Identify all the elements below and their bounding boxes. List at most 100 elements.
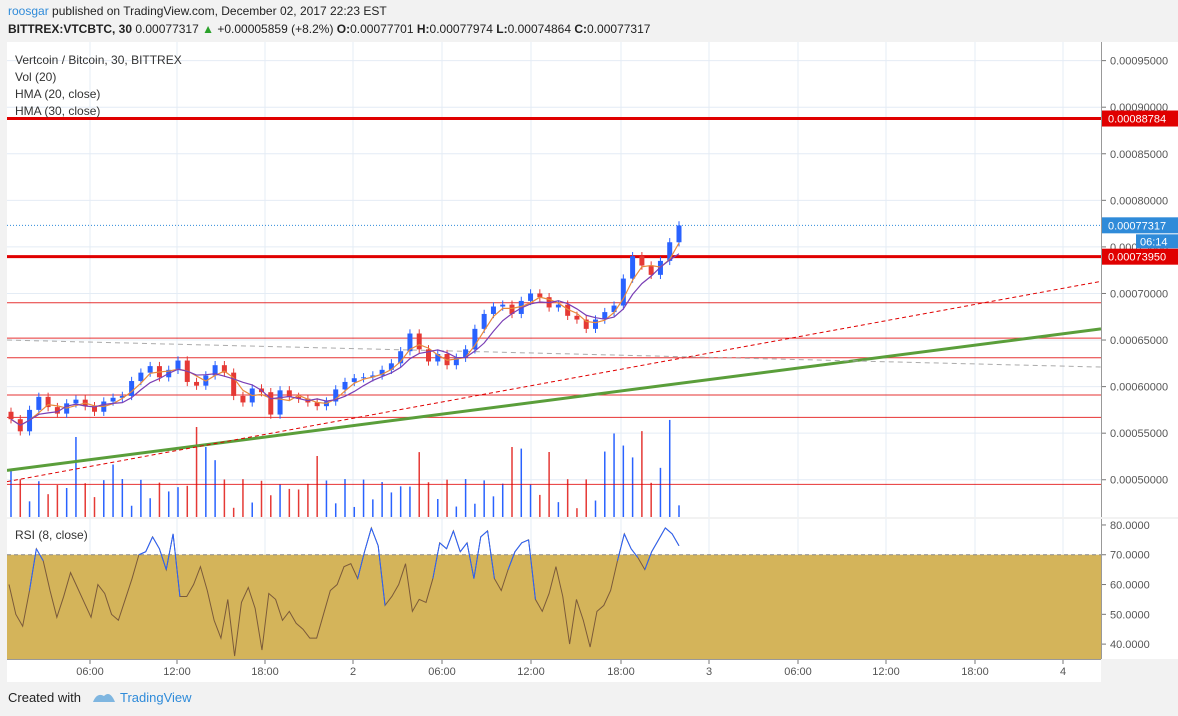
candle-body	[314, 402, 320, 407]
y-tick-label: 0.00085000	[1110, 149, 1168, 161]
candle-body	[231, 372, 237, 396]
candle-body	[333, 389, 339, 402]
x-tick-label: 06:00	[784, 666, 812, 678]
rsi-overbought-segment	[364, 527, 372, 552]
rsi-axis-labels: 80.0000 70.0000 60.0000 50.0000 40.0000	[1102, 520, 1150, 651]
y-tick-label: 0.00050000	[1110, 475, 1168, 487]
candle-body	[574, 315, 580, 320]
candle-body	[435, 354, 441, 362]
rsi-y-tick-label: 60.0000	[1110, 580, 1150, 592]
x-tick-label: 12:00	[872, 666, 900, 678]
x-tick-label: 3	[706, 666, 712, 678]
rsi-overbought-segment	[459, 542, 468, 553]
price-axis-labels: 0.000950000.000900000.000850000.00080000…	[1102, 56, 1178, 487]
rsi-overbought-segment	[623, 533, 632, 549]
tradingview-logo-icon[interactable]	[91, 690, 117, 704]
candle-body	[92, 406, 97, 412]
candle-body	[648, 265, 654, 275]
rsi-chart[interactable]	[7, 519, 1101, 659]
rsi-pane[interactable]	[7, 519, 1102, 659]
candle-body	[537, 293, 543, 298]
open-label: O:	[336, 22, 351, 36]
candle-body	[110, 397, 116, 402]
rsi-overbought-segment	[616, 533, 625, 561]
rsi-overbought-segment	[651, 539, 659, 553]
candle-body	[593, 319, 598, 329]
candle-body	[481, 313, 487, 329]
rsi-overbought-segment	[138, 551, 146, 556]
x-tick-label: 06:00	[76, 666, 104, 678]
candle-body	[129, 381, 135, 396]
rsi-overbought-segment	[439, 542, 447, 550]
chart-legend: Vertcoin / Bitcoin, 30, BITTREX Vol (20)…	[15, 52, 182, 120]
candle-body	[676, 225, 682, 243]
candle-body	[194, 381, 200, 386]
candle-body	[388, 363, 394, 370]
candle-body	[565, 304, 571, 316]
rsi-overbought-segment	[165, 533, 174, 570]
price-pane[interactable]	[6, 42, 1102, 517]
rsi-overbought-segment	[35, 548, 44, 561]
rsi-overbought-segment	[507, 551, 516, 570]
rsi-overbought-segment	[521, 539, 529, 544]
rsi-overbought-segment	[644, 551, 653, 570]
up-arrow-icon: ▲	[202, 22, 214, 36]
candle-body	[620, 278, 626, 306]
candle-body	[119, 395, 125, 398]
y-tick-label: 0.00060000	[1110, 382, 1168, 394]
candle-body	[277, 390, 283, 415]
candle-body	[463, 349, 469, 358]
created-with: Created with	[8, 690, 81, 705]
candle-body	[221, 365, 227, 373]
rsi-overbought-segment	[658, 527, 666, 541]
x-tick-label: 12:00	[517, 666, 545, 678]
rsi-overbought-segment	[29, 548, 37, 591]
candle-body	[45, 396, 51, 408]
rsi-overbought-segment	[664, 527, 673, 535]
candle-body	[528, 293, 534, 301]
x-tick-label: 2	[350, 666, 356, 678]
rsi-y-tick-label: 70.0000	[1110, 550, 1150, 562]
rsi-overbought-segment	[172, 533, 181, 597]
publish-text: published on TradingView.com, December 0…	[52, 4, 387, 18]
rsi-band	[7, 554, 1101, 659]
candle-body	[583, 319, 589, 329]
candle-body	[667, 242, 673, 261]
rsi-y-tick-label: 40.0000	[1110, 639, 1150, 651]
candle-body	[342, 381, 348, 390]
candle-body	[8, 411, 14, 420]
candle-body	[351, 378, 357, 382]
rsi-overbought-segment	[432, 542, 441, 579]
candle-body	[398, 351, 404, 364]
hma30-line	[10, 253, 680, 426]
price-axis[interactable]: 0.00095000 0.00090000 0.00085000 0.00080000…	[1102, 42, 1178, 517]
x-tick-label: 12:00	[163, 666, 191, 678]
resistance-price-tag: 0.00088784	[1108, 114, 1166, 126]
rsi-overbought-segment	[152, 536, 160, 550]
support-price-tag: 0.00073950	[1108, 252, 1166, 264]
publish-info: roosgar published on TradingView.com, De…	[8, 4, 387, 18]
candle-body	[500, 304, 506, 307]
candle-body	[490, 306, 496, 314]
rsi-overbought-segment	[466, 542, 475, 579]
legend-title: Vertcoin / Bitcoin, 30, BITTREX	[15, 53, 182, 67]
y-tick-label: 0.00095000	[1110, 56, 1168, 68]
close-value: 0.00077317	[587, 22, 651, 36]
rsi-overbought-segment	[528, 539, 536, 600]
time-axis-labels: 06:00 12:00 18:00 2 06:00 12:00 18:00 3 06:00 12:…	[76, 660, 1066, 678]
candle-body	[555, 304, 561, 308]
author-link[interactable]: roosgar	[8, 4, 49, 18]
resistance-price-tag-bg	[1102, 110, 1178, 127]
close-label: C:	[574, 22, 588, 36]
tradingview-link[interactable]: TradingView	[120, 690, 192, 705]
footer: Created with TradingView	[8, 690, 192, 705]
candle-body	[138, 372, 144, 382]
rsi-axis[interactable]: 80.0000 70.0000 60.0000 50.0000 40.0000	[1102, 519, 1178, 659]
rsi-y-tick-label: 80.0000	[1110, 520, 1150, 532]
candle-body	[472, 328, 478, 350]
candle-body	[630, 256, 636, 279]
time-axis[interactable]: 06:00 12:00 18:00 2 06:00 12:00 18:00 3 06:00 12:…	[7, 659, 1101, 682]
candle-body	[407, 333, 413, 352]
ohlc-bar: BITTREX:VTCBTC, 30 0.00077317 ▲ +0.00005…	[8, 22, 650, 36]
price-chart[interactable]	[6, 42, 1102, 517]
